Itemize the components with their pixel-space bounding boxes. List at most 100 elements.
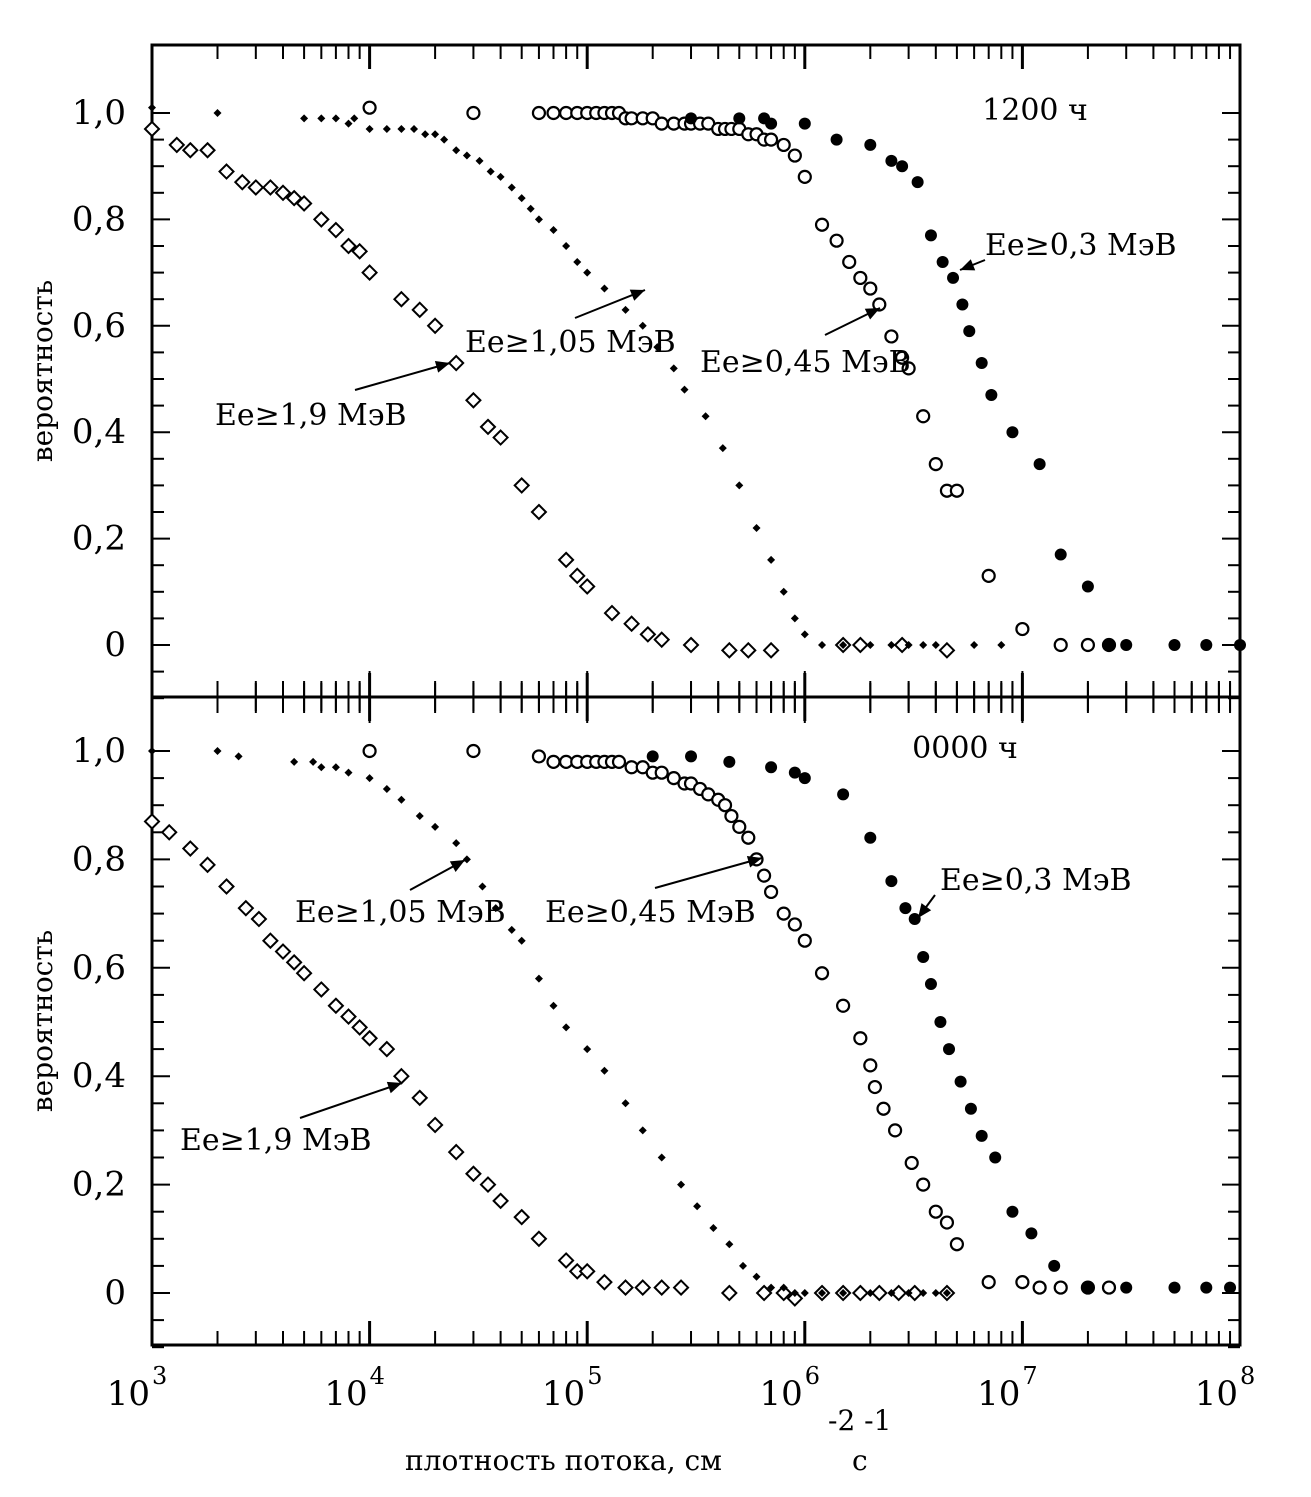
data-point bbox=[917, 950, 930, 963]
x-tick-exponent: 3 bbox=[152, 1362, 167, 1390]
data-point bbox=[870, 1284, 888, 1302]
data-point bbox=[931, 641, 940, 649]
data-point bbox=[578, 578, 596, 595]
data-point bbox=[274, 184, 292, 202]
data-point bbox=[300, 114, 309, 123]
series-2 bbox=[148, 747, 951, 1297]
data-point bbox=[440, 135, 449, 144]
data-point bbox=[756, 868, 772, 883]
x-axis-label-superscript: -2 -1 bbox=[828, 1404, 891, 1437]
data-point bbox=[762, 641, 780, 659]
data-point bbox=[787, 148, 802, 163]
data-point bbox=[361, 264, 379, 282]
data-point bbox=[924, 229, 937, 242]
data-point bbox=[943, 1043, 956, 1056]
data-point bbox=[685, 112, 698, 125]
data-point bbox=[942, 1289, 951, 1297]
data-point bbox=[382, 784, 391, 793]
data-point bbox=[199, 856, 216, 874]
y-tick-label: 1,0 bbox=[72, 731, 126, 771]
data-point bbox=[397, 795, 406, 804]
data-point bbox=[639, 625, 657, 643]
data-point bbox=[798, 772, 811, 785]
data-point bbox=[788, 766, 801, 779]
x-tick-label: 10 4 bbox=[324, 1362, 385, 1414]
data-point bbox=[765, 761, 778, 774]
data-point bbox=[392, 290, 410, 308]
data-point bbox=[1006, 426, 1019, 439]
data-point bbox=[949, 483, 964, 498]
data-point bbox=[954, 1075, 967, 1088]
data-point bbox=[739, 641, 757, 659]
data-point bbox=[653, 631, 671, 649]
data-point bbox=[887, 641, 896, 649]
data-point bbox=[718, 444, 727, 453]
annotation-label: Ee≥0,3 МэВ bbox=[940, 863, 1132, 898]
data-point bbox=[797, 169, 812, 184]
data-point bbox=[885, 154, 898, 167]
data-point bbox=[465, 391, 482, 409]
data-point bbox=[247, 179, 265, 196]
data-point bbox=[517, 936, 526, 945]
annotation-label: Ee≥1,9 МэВ bbox=[215, 398, 407, 433]
data-point bbox=[462, 151, 471, 160]
data-point bbox=[583, 1045, 592, 1054]
chart-panel-1: 0 0,2 0,4 0,6 0,8 1,0 вероятность 1200 ч Ee≥1,9 … bbox=[26, 43, 1246, 723]
data-point bbox=[143, 120, 161, 138]
data-point bbox=[218, 878, 235, 895]
plot-frame bbox=[150, 43, 1242, 699]
data-point bbox=[431, 822, 440, 831]
x-tick-base: 10 bbox=[760, 1374, 803, 1414]
annotation-1: Ee≥1,9 МэВ bbox=[180, 1081, 403, 1158]
chart-panel-2: 0 0,2 0,4 0,6 0,8 1,0 вероятность 0000 ч Ee≥1,9 … bbox=[26, 695, 1256, 1477]
y-axis-label: вероятность bbox=[26, 280, 59, 462]
data-point bbox=[904, 1155, 919, 1171]
data-point bbox=[361, 1029, 379, 1047]
data-point bbox=[851, 1284, 869, 1302]
data-point bbox=[378, 1040, 396, 1058]
data-point bbox=[732, 819, 747, 834]
data-point bbox=[496, 172, 505, 181]
data-point bbox=[765, 117, 778, 130]
data-point bbox=[975, 1129, 988, 1142]
data-point bbox=[685, 750, 698, 763]
data-point bbox=[411, 301, 429, 319]
data-point bbox=[600, 284, 609, 293]
data-point bbox=[261, 932, 279, 950]
data-point bbox=[261, 179, 279, 196]
data-point bbox=[344, 768, 353, 777]
data-point bbox=[666, 770, 681, 786]
data-point bbox=[492, 1192, 510, 1210]
data-point bbox=[885, 875, 898, 888]
y-tick-label: 0 bbox=[104, 625, 126, 665]
data-point bbox=[853, 270, 868, 286]
data-point bbox=[787, 917, 802, 932]
data-point bbox=[160, 823, 178, 841]
data-point bbox=[919, 641, 928, 649]
data-point bbox=[800, 630, 809, 639]
data-point bbox=[653, 1279, 671, 1296]
x-tick-base: 10 bbox=[107, 1374, 150, 1414]
data-point bbox=[526, 204, 535, 213]
data-point bbox=[362, 743, 377, 759]
data-point bbox=[653, 343, 662, 352]
series-2 bbox=[148, 103, 1006, 649]
x-tick-exponent: 6 bbox=[805, 1362, 820, 1390]
data-point bbox=[1102, 639, 1115, 651]
data-point bbox=[479, 418, 497, 436]
y-tick-label: 0,8 bbox=[72, 199, 126, 239]
data-point bbox=[1048, 1259, 1061, 1272]
data-point bbox=[462, 855, 471, 864]
data-point bbox=[1120, 639, 1133, 651]
data-point bbox=[143, 813, 161, 830]
data-point bbox=[415, 812, 424, 821]
data-point bbox=[362, 100, 377, 115]
data-point bbox=[767, 555, 776, 564]
data-point bbox=[557, 551, 575, 569]
data-point bbox=[947, 271, 960, 284]
y-tick-label: 1,0 bbox=[72, 93, 126, 133]
x-tick-label: 10 8 bbox=[1195, 1362, 1256, 1414]
annotation-4: Ee≥0,3 МэВ bbox=[959, 228, 1177, 271]
data-point bbox=[733, 112, 746, 125]
data-point bbox=[148, 747, 156, 755]
